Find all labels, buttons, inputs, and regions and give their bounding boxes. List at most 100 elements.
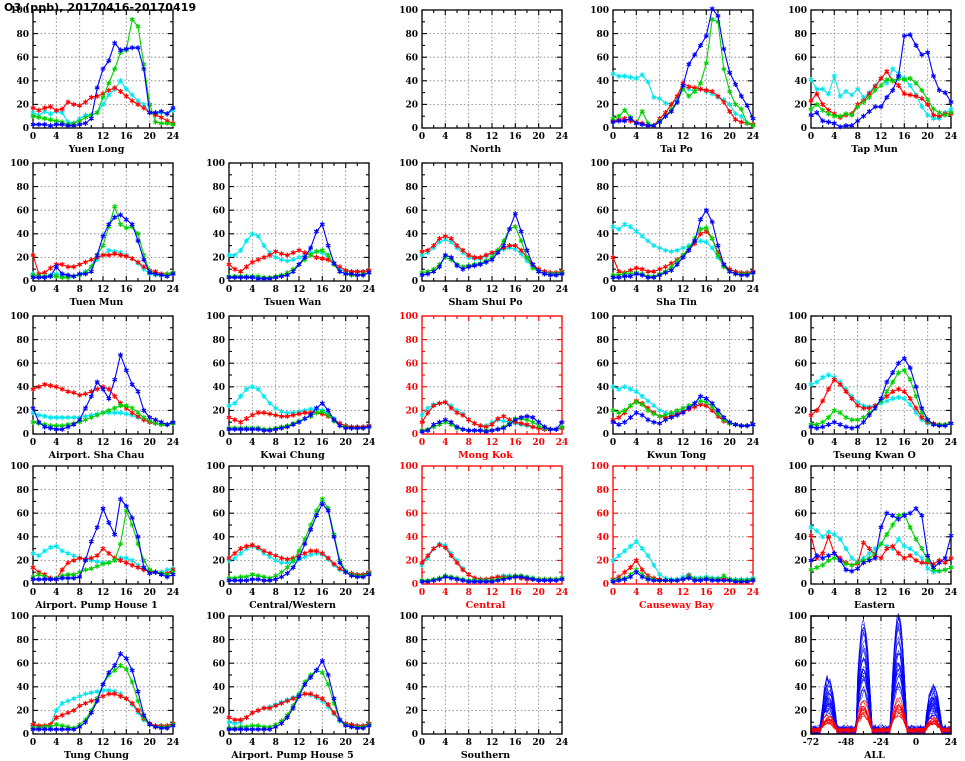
svg-text:16: 16 [509,588,522,598]
svg-text:0: 0 [808,438,814,448]
svg-text:16: 16 [898,132,911,142]
svg-text:0: 0 [603,124,609,134]
svg-text:20: 20 [16,707,29,717]
svg-text:20: 20 [596,407,609,417]
svg-text:16: 16 [316,285,329,295]
svg-text:20: 20 [723,132,736,142]
svg-text:24: 24 [167,738,180,748]
panel-tseung-kwan-o: 0 20 40 60 80 100 0 4 8 12 16 20 24 Tseung Kwan O [778,308,965,461]
panel-causeway-bay: 0 20 40 60 80 100 0 4 8 12 16 20 24 Causeway Bay [580,458,773,611]
svg-text:60: 60 [212,509,225,519]
svg-text:12: 12 [875,438,888,448]
svg-text:0: 0 [419,285,425,295]
svg-text:-72: -72 [803,738,819,748]
svg-text:60: 60 [212,206,225,216]
panel-title: Kwai Chung [260,450,325,461]
svg-text:20: 20 [532,588,545,598]
svg-text:20: 20 [723,588,736,598]
svg-text:24: 24 [167,285,180,295]
panel-title: Southern [460,750,511,761]
svg-text:8: 8 [657,285,663,295]
svg-text:24: 24 [747,438,760,448]
svg-text:60: 60 [16,359,29,369]
svg-text:12: 12 [486,738,499,748]
svg-text:24: 24 [945,438,958,448]
svg-text:4: 4 [53,438,59,448]
svg-text:40: 40 [405,230,418,240]
svg-text:24: 24 [363,738,376,748]
svg-text:24: 24 [556,588,569,598]
svg-text:80: 80 [212,183,225,193]
svg-text:0: 0 [801,580,807,590]
svg-text:0: 0 [801,124,807,134]
svg-text:16: 16 [120,588,133,598]
svg-text:20: 20 [339,438,352,448]
svg-text:60: 60 [596,206,609,216]
svg-text:40: 40 [212,230,225,240]
svg-text:80: 80 [405,636,418,646]
svg-text:-24: -24 [873,738,889,748]
svg-text:40: 40 [16,383,29,393]
svg-text:40: 40 [212,383,225,393]
svg-text:8: 8 [657,132,663,142]
svg-text:8: 8 [657,438,663,448]
svg-text:0: 0 [219,730,225,740]
svg-text:0: 0 [610,132,616,142]
svg-text:100: 100 [590,6,609,16]
panel-sham-shui-po: 0 20 40 60 80 100 0 4 8 12 16 20 24 Sham Shui Po [389,155,582,308]
svg-text:20: 20 [143,285,156,295]
svg-text:0: 0 [801,730,807,740]
svg-text:20: 20 [532,738,545,748]
svg-text:8: 8 [77,738,83,748]
svg-text:20: 20 [339,588,352,598]
svg-text:80: 80 [596,336,609,346]
panel-title: Sha Tin [656,297,697,308]
svg-text:40: 40 [16,533,29,543]
panel-title: Tung Chung [64,750,129,761]
panel-title: Kwun Tong [646,450,707,461]
svg-text:0: 0 [603,430,609,440]
svg-text:20: 20 [16,557,29,567]
svg-text:8: 8 [466,738,472,748]
svg-text:12: 12 [486,285,499,295]
svg-text:20: 20 [339,285,352,295]
svg-text:20: 20 [16,407,29,417]
svg-text:24: 24 [363,438,376,448]
svg-text:20: 20 [921,588,934,598]
svg-text:16: 16 [120,438,133,448]
svg-text:4: 4 [442,738,448,748]
svg-text:24: 24 [167,438,180,448]
panel-title: Sham Shui Po [448,297,523,308]
panel-title: Yuen Long [68,144,125,155]
svg-text:8: 8 [77,588,83,598]
svg-text:24: 24 [747,132,760,142]
svg-text:24: 24 [556,132,569,142]
svg-text:4: 4 [633,285,639,295]
svg-text:20: 20 [405,407,418,417]
svg-text:4: 4 [442,588,448,598]
svg-text:60: 60 [794,659,807,669]
svg-text:4: 4 [831,132,837,142]
svg-text:4: 4 [249,438,255,448]
svg-text:0: 0 [603,277,609,287]
svg-text:24: 24 [167,132,180,142]
svg-text:4: 4 [249,285,255,295]
svg-text:20: 20 [212,557,225,567]
svg-text:80: 80 [16,183,29,193]
svg-text:0: 0 [23,277,29,287]
svg-text:100: 100 [206,462,225,472]
svg-text:100: 100 [399,312,418,322]
panel-tsuen-wan: 0 20 40 60 80 100 0 4 8 12 16 20 24 Tsuen Wan [196,155,389,308]
svg-text:0: 0 [412,580,418,590]
svg-text:0: 0 [219,277,225,287]
svg-text:100: 100 [590,462,609,472]
svg-text:8: 8 [466,438,472,448]
panel-central-western: 0 20 40 60 80 100 0 4 8 12 16 20 24 Central/Western [196,458,389,611]
svg-text:0: 0 [808,588,814,598]
svg-text:4: 4 [831,588,837,598]
svg-text:12: 12 [293,285,306,295]
svg-text:8: 8 [77,285,83,295]
svg-text:0: 0 [610,588,616,598]
svg-text:20: 20 [921,438,934,448]
svg-text:60: 60 [405,53,418,63]
